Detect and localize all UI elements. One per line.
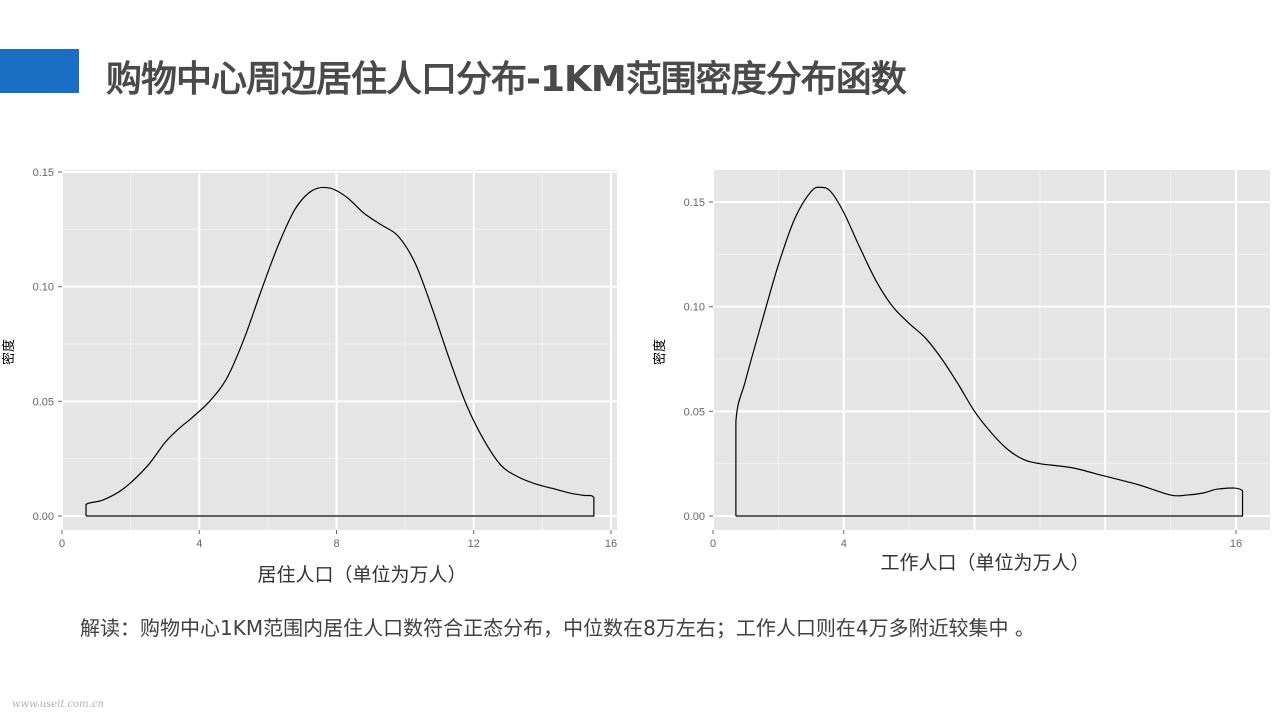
x-axis-label: 工作人口（单位为万人） <box>880 552 1089 574</box>
plot-panel <box>62 170 617 530</box>
x-tick-label: 8 <box>333 538 339 550</box>
title-accent-bar <box>0 49 79 93</box>
y-tick-label: 0.05 <box>684 406 705 418</box>
chart-residential-svg: 0 4 8 12 16 0.00 0.05 0.10 0.15 居住人口（单位为万人） 密度 <box>1 167 617 586</box>
watermark: www.useit.com.cn <box>12 699 104 710</box>
y-axis-label: 密度 <box>652 339 668 365</box>
x-tick-label: 4 <box>196 538 202 550</box>
page-title: 购物中心周边居住人口分布-1KM范围密度分布函数 <box>106 59 907 100</box>
y-tick-label: 0.00 <box>684 511 705 523</box>
x-tick-label: 4 <box>841 538 847 550</box>
interpretation-note: 解读：购物中心1KM范围内居住人口数符合正态分布，中位数在8万左右；工作人口则在… <box>80 616 1035 640</box>
y-tick-label: 0.05 <box>33 396 54 408</box>
x-tick-label: 16 <box>605 538 617 550</box>
y-tick-label: 0.00 <box>33 511 54 523</box>
x-tick-label: 16 <box>1230 538 1242 550</box>
x-tick-label: 0 <box>710 538 716 550</box>
plot-panel <box>713 170 1270 530</box>
chart-working: 0 4 16 0.00 0.05 0.10 0.15 工作人口（单位为万人） 密度 <box>652 170 1270 574</box>
y-tick-label: 0.15 <box>684 197 705 209</box>
y-tick-label: 0.10 <box>33 282 54 294</box>
x-axis-label: 居住人口（单位为万人） <box>257 564 466 586</box>
chart-working-svg: 0 4 16 0.00 0.05 0.10 0.15 工作人口（单位为万人） 密度 <box>652 170 1270 574</box>
density-curve <box>85 186 595 517</box>
y-axis-label: 密度 <box>1 339 17 365</box>
y-tick-label: 0.10 <box>684 302 705 314</box>
chart-residential: 0 4 8 12 16 0.00 0.05 0.10 0.15 居住人口（单位为万人） 密度 <box>0 0 640 600</box>
y-tick-label: 0.15 <box>33 167 54 179</box>
x-tick-label: 12 <box>468 538 480 550</box>
grid <box>712 170 1270 530</box>
x-tick-label: 0 <box>59 538 65 550</box>
density-curve <box>735 186 1244 517</box>
